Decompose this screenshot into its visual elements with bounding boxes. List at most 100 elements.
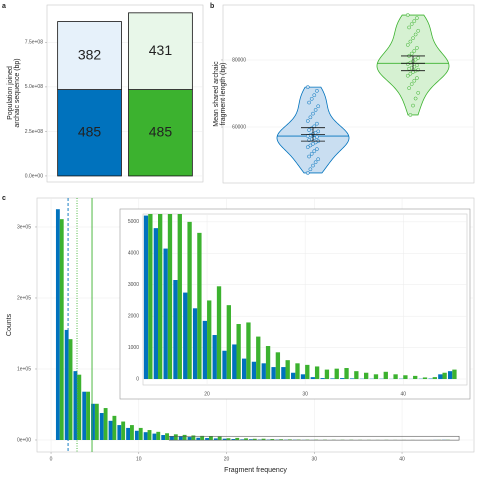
bar xyxy=(143,215,149,380)
bar xyxy=(147,430,152,440)
bar xyxy=(340,378,345,380)
bar xyxy=(16,0,20,379)
bar xyxy=(324,369,330,380)
bar xyxy=(130,425,134,440)
bar xyxy=(161,435,166,440)
bar xyxy=(222,350,227,380)
x-tick-label: 40 xyxy=(399,456,405,462)
point xyxy=(407,25,411,30)
bar xyxy=(226,438,231,440)
point xyxy=(411,103,415,108)
bar xyxy=(217,436,222,440)
bar xyxy=(177,214,182,380)
bar xyxy=(68,339,73,440)
y-axis-title: Population joined xyxy=(7,66,14,120)
panel-letter: c xyxy=(2,195,6,202)
point xyxy=(409,82,414,86)
bar xyxy=(182,434,187,440)
x-tick-label: 40 xyxy=(400,391,406,397)
point xyxy=(312,93,317,98)
bar xyxy=(261,438,266,440)
y-axis-title: Mean shared archaic xyxy=(213,61,220,127)
point xyxy=(308,143,313,148)
point xyxy=(415,76,419,80)
bar xyxy=(364,372,369,380)
bar xyxy=(126,427,131,440)
bar xyxy=(383,371,388,380)
point xyxy=(309,97,314,101)
point xyxy=(315,121,319,126)
y-tick-label: 3e+05 xyxy=(17,224,31,230)
bar xyxy=(202,320,208,380)
bar xyxy=(334,368,339,380)
bar xyxy=(271,367,276,380)
y-tick-label: 2e+05 xyxy=(17,295,31,301)
bar xyxy=(452,369,457,380)
bar xyxy=(287,439,292,440)
point xyxy=(413,96,418,101)
bar xyxy=(82,391,87,440)
y-axis-title: fragment length (bp) xyxy=(220,62,227,125)
bar xyxy=(205,438,209,440)
bar xyxy=(208,436,213,440)
bar-label: 485 xyxy=(149,123,173,139)
point xyxy=(407,66,411,71)
y-tick-label: 60000 xyxy=(232,124,246,130)
point xyxy=(308,167,313,172)
y-tick-label: 0e+00 xyxy=(17,437,31,443)
x-tick-label: 30 xyxy=(312,456,318,462)
bar xyxy=(270,439,275,440)
inset-bars xyxy=(16,0,457,380)
bar xyxy=(138,427,143,440)
bar xyxy=(447,371,453,380)
x-tick-label: 30 xyxy=(302,391,308,397)
point xyxy=(405,62,410,66)
bar xyxy=(64,329,69,440)
bar xyxy=(344,368,349,380)
bar xyxy=(173,434,178,440)
point xyxy=(405,13,410,17)
y-tick-label: 3000 xyxy=(128,282,139,288)
bar xyxy=(30,0,34,379)
bar xyxy=(291,372,296,380)
error-bar xyxy=(401,55,425,72)
point xyxy=(408,39,413,44)
point xyxy=(309,151,314,156)
bar xyxy=(108,420,113,440)
point xyxy=(305,145,310,149)
bar-segment xyxy=(57,89,122,177)
point xyxy=(405,43,410,47)
y-tick-label: 5000 xyxy=(128,219,139,225)
point xyxy=(411,36,415,41)
bar xyxy=(197,232,202,380)
x-axis-title: Fragment frequency xyxy=(224,467,287,474)
bar xyxy=(438,374,443,380)
point xyxy=(405,73,410,78)
bar xyxy=(152,433,157,440)
bar xyxy=(103,408,108,440)
bar xyxy=(59,219,64,440)
point xyxy=(408,113,413,117)
point xyxy=(415,46,419,50)
bar xyxy=(153,228,159,380)
bar xyxy=(249,439,253,440)
bar xyxy=(295,363,300,380)
bar xyxy=(178,436,183,440)
bar xyxy=(251,361,257,380)
point xyxy=(311,141,315,146)
bar xyxy=(187,437,192,440)
point xyxy=(315,147,319,151)
bar-segment xyxy=(57,21,122,90)
point xyxy=(308,115,313,120)
point xyxy=(311,163,315,168)
bar xyxy=(99,413,104,440)
bar xyxy=(393,374,398,380)
bar xyxy=(134,430,139,440)
bar-segment xyxy=(128,89,193,177)
bar-label: 431 xyxy=(149,42,173,58)
x-tick-label: 10 xyxy=(136,456,142,462)
point xyxy=(407,86,411,90)
y-tick-label: 2.5e+08 xyxy=(25,129,43,135)
bar xyxy=(91,403,95,440)
y-tick-label: 80000 xyxy=(232,57,246,63)
